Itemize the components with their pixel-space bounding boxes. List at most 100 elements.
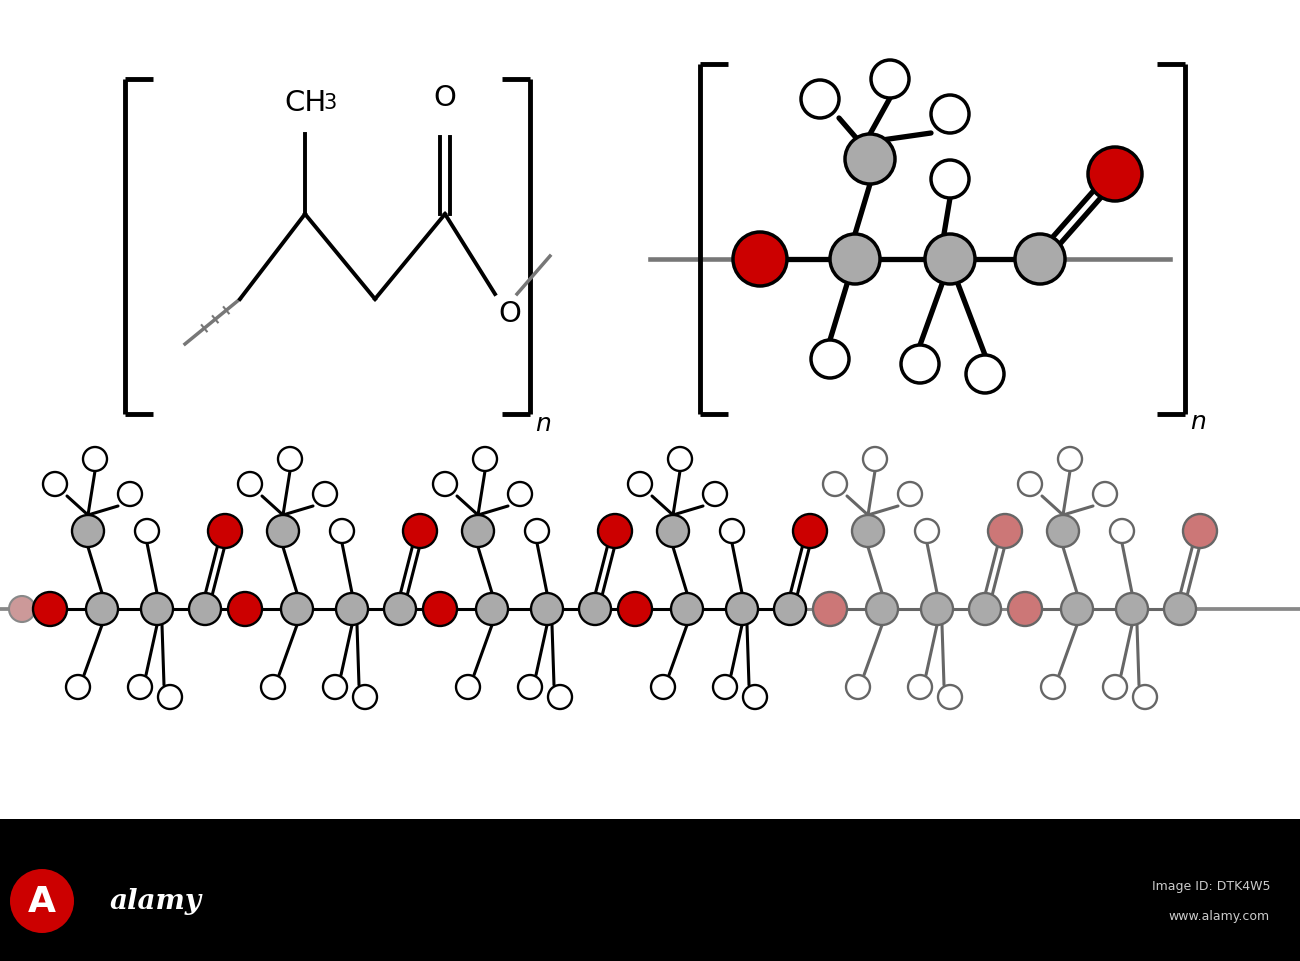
Circle shape: [354, 685, 377, 709]
Circle shape: [823, 473, 848, 497]
Circle shape: [266, 515, 299, 548]
Circle shape: [140, 593, 173, 626]
Circle shape: [703, 482, 727, 506]
Text: O: O: [498, 300, 521, 328]
Circle shape: [733, 233, 786, 286]
Circle shape: [907, 676, 932, 700]
Circle shape: [530, 593, 563, 626]
Circle shape: [433, 473, 458, 497]
Circle shape: [712, 676, 737, 700]
Circle shape: [473, 448, 497, 472]
Circle shape: [920, 593, 953, 626]
Circle shape: [578, 593, 611, 626]
Text: n: n: [536, 411, 551, 435]
Circle shape: [968, 593, 1001, 626]
Text: www.alamy.com: www.alamy.com: [1169, 909, 1270, 923]
Circle shape: [793, 514, 827, 549]
Circle shape: [1015, 234, 1065, 284]
Circle shape: [1088, 148, 1141, 202]
Circle shape: [1110, 520, 1134, 543]
Text: Image ID: DTK4W5: Image ID: DTK4W5: [1152, 879, 1270, 893]
Circle shape: [476, 593, 508, 626]
Circle shape: [829, 234, 880, 284]
Text: n: n: [1190, 409, 1206, 433]
Circle shape: [1115, 593, 1148, 626]
Circle shape: [812, 592, 848, 627]
Circle shape: [1008, 592, 1043, 627]
Circle shape: [931, 160, 968, 199]
Circle shape: [1164, 593, 1196, 626]
Circle shape: [898, 482, 922, 506]
Circle shape: [901, 346, 939, 383]
Circle shape: [127, 676, 152, 700]
Circle shape: [43, 473, 68, 497]
Circle shape: [1183, 514, 1217, 549]
Circle shape: [72, 515, 104, 548]
Circle shape: [774, 593, 806, 626]
Circle shape: [618, 592, 653, 627]
Circle shape: [1018, 473, 1043, 497]
Circle shape: [322, 676, 347, 700]
Circle shape: [668, 448, 692, 472]
Circle shape: [335, 593, 368, 626]
Circle shape: [811, 340, 849, 379]
Circle shape: [931, 96, 968, 134]
Circle shape: [188, 593, 221, 626]
Circle shape: [926, 234, 975, 284]
Circle shape: [135, 520, 159, 543]
Circle shape: [939, 685, 962, 709]
Circle shape: [83, 448, 107, 472]
Circle shape: [988, 514, 1022, 549]
Text: CH: CH: [283, 89, 326, 117]
Circle shape: [384, 593, 416, 626]
Circle shape: [10, 869, 74, 933]
Circle shape: [846, 676, 870, 700]
Circle shape: [227, 592, 263, 627]
Circle shape: [1046, 515, 1079, 548]
Circle shape: [628, 473, 653, 497]
Circle shape: [462, 515, 494, 548]
Circle shape: [866, 593, 898, 626]
Circle shape: [281, 593, 313, 626]
Circle shape: [422, 592, 458, 627]
Circle shape: [656, 515, 689, 548]
Circle shape: [159, 685, 182, 709]
Circle shape: [744, 685, 767, 709]
Text: O: O: [434, 84, 456, 111]
Circle shape: [598, 514, 632, 549]
Circle shape: [852, 515, 884, 548]
Circle shape: [313, 482, 337, 506]
Circle shape: [915, 520, 939, 543]
Text: 3: 3: [322, 93, 337, 112]
Circle shape: [801, 81, 838, 119]
Circle shape: [403, 514, 437, 549]
Circle shape: [32, 592, 68, 627]
Circle shape: [517, 676, 542, 700]
Circle shape: [966, 356, 1004, 394]
Circle shape: [238, 473, 263, 497]
Circle shape: [1134, 685, 1157, 709]
Text: alamy: alamy: [111, 888, 202, 915]
Bar: [0, 819, 1300, 961]
Circle shape: [525, 520, 549, 543]
Circle shape: [863, 448, 887, 472]
Circle shape: [118, 482, 142, 506]
Circle shape: [278, 448, 302, 472]
Circle shape: [651, 676, 675, 700]
Circle shape: [1058, 448, 1082, 472]
Circle shape: [720, 520, 744, 543]
Circle shape: [871, 61, 909, 99]
Circle shape: [66, 676, 90, 700]
Circle shape: [671, 593, 703, 626]
Circle shape: [1061, 593, 1093, 626]
Circle shape: [208, 514, 242, 549]
Circle shape: [1093, 482, 1117, 506]
Text: A: A: [29, 884, 56, 918]
Circle shape: [845, 135, 894, 185]
Circle shape: [456, 676, 480, 700]
Circle shape: [508, 482, 532, 506]
Circle shape: [1041, 676, 1065, 700]
Circle shape: [261, 676, 285, 700]
Circle shape: [86, 593, 118, 626]
Circle shape: [549, 685, 572, 709]
